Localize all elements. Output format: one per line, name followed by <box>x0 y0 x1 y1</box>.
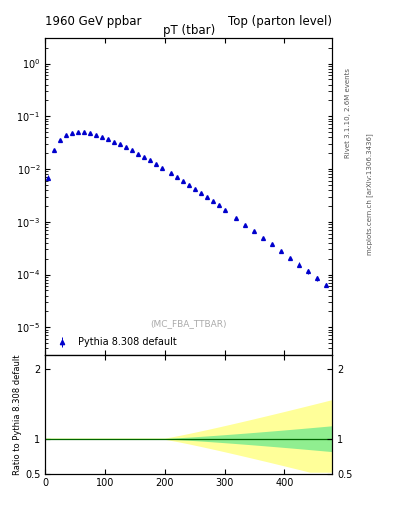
Text: 1960 GeV ppbar: 1960 GeV ppbar <box>45 15 142 28</box>
Text: Rivet 3.1.10, 2.6M events: Rivet 3.1.10, 2.6M events <box>345 68 351 158</box>
Legend: Pythia 8.308 default: Pythia 8.308 default <box>50 334 180 350</box>
Title: pT (tbar): pT (tbar) <box>163 24 215 37</box>
Text: mcplots.cern.ch [arXiv:1306.3436]: mcplots.cern.ch [arXiv:1306.3436] <box>366 134 373 255</box>
Text: (MC_FBA_TTBAR): (MC_FBA_TTBAR) <box>151 319 227 328</box>
Text: Top (parton level): Top (parton level) <box>228 15 332 28</box>
Y-axis label: Ratio to Pythia 8.308 default: Ratio to Pythia 8.308 default <box>13 354 22 475</box>
